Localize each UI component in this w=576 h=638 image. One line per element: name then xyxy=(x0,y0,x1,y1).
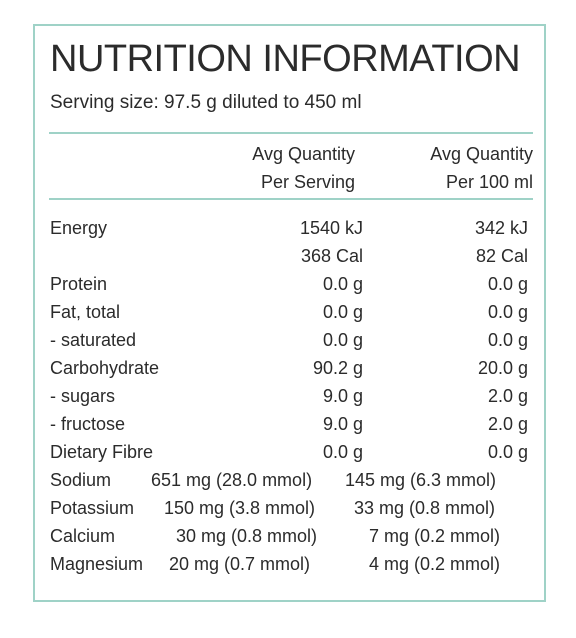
row-value-per100: 145 mg (6.3 mmol) xyxy=(345,470,497,490)
row-label: - sugars xyxy=(50,386,116,406)
table-row: Energy 1540 kJ 342 kJ xyxy=(50,214,534,242)
row-label: Dietary Fibre xyxy=(50,442,154,462)
row-value-per100: 0.0 g xyxy=(487,302,528,322)
row-value-serving: 0.0 g xyxy=(322,330,363,350)
row-value-per100: 0.0 g xyxy=(487,442,528,462)
table-row: - saturated 0.0 g 0.0 g xyxy=(50,326,534,354)
row-value-serving: 9.0 g xyxy=(322,414,363,434)
col-header-per-100-line2: Per 100 ml xyxy=(445,172,533,192)
panel-title: NUTRITION INFORMATION xyxy=(50,38,521,80)
row-label: - fructose xyxy=(50,414,126,434)
table-row: - sugars 9.0 g 2.0 g xyxy=(50,382,534,410)
row-label: Magnesium xyxy=(50,554,144,574)
row-label: Fat, total xyxy=(50,302,121,322)
table-row: Protein 0.0 g 0.0 g xyxy=(50,270,534,298)
divider-header xyxy=(49,198,533,200)
col-header-per-serving-line2: Per Serving xyxy=(260,172,355,192)
row-value-per100: 20.0 g xyxy=(477,358,528,378)
row-value-per100: 4 mg (0.2 mmol) xyxy=(369,554,501,574)
serving-size: Serving size: 97.5 g diluted to 450 ml xyxy=(50,92,362,113)
table-row: - fructose 9.0 g 2.0 g xyxy=(50,410,534,438)
row-value-serving: 20 mg (0.7 mmol) xyxy=(169,554,311,574)
row-value-per100: 2.0 g xyxy=(487,386,528,406)
table-row: 368 Cal 82 Cal xyxy=(50,242,534,270)
row-value-serving: 651 mg (28.0 mmol) xyxy=(151,470,313,490)
nutrition-panel: NUTRITION INFORMATION Serving size: 97.5… xyxy=(33,24,546,602)
col-header-per-100-line1: Avg Quantity xyxy=(430,144,533,164)
row-label: Potassium xyxy=(50,498,135,518)
row-value-per100: 0.0 g xyxy=(487,274,528,294)
row-value-serving: 30 mg (0.8 mmol) xyxy=(176,526,318,546)
row-value-per100: 0.0 g xyxy=(487,330,528,350)
row-value-serving: 0.0 g xyxy=(322,302,363,322)
table-row: Fat, total 0.0 g 0.0 g xyxy=(50,298,534,326)
row-value-serving: 90.2 g xyxy=(312,358,363,378)
row-value-serving: 0.0 g xyxy=(322,442,363,462)
row-value-per100: 7 mg (0.2 mmol) xyxy=(369,526,501,546)
row-label: Protein xyxy=(50,274,108,294)
row-value-per100: 2.0 g xyxy=(487,414,528,434)
row-value-per100: 82 Cal xyxy=(475,246,528,266)
row-label: Calcium xyxy=(50,526,116,546)
row-value-per100: 33 mg (0.8 mmol) xyxy=(354,498,496,518)
row-label: Carbohydrate xyxy=(50,358,160,378)
row-value-serving: 0.0 g xyxy=(322,274,363,294)
row-label: Energy xyxy=(50,218,108,238)
table-row: Dietary Fibre 0.0 g 0.0 g xyxy=(50,438,534,466)
table-row: Carbohydrate 90.2 g 20.0 g xyxy=(50,354,534,382)
row-value-serving: 368 Cal xyxy=(300,246,363,266)
row-label: Sodium xyxy=(50,470,112,490)
row-value-serving: 150 mg (3.8 mmol) xyxy=(164,498,316,518)
divider-top xyxy=(49,132,533,134)
row-label: - saturated xyxy=(50,330,137,350)
row-value-per100: 342 kJ xyxy=(474,218,528,238)
row-value-serving: 9.0 g xyxy=(322,386,363,406)
row-value-serving: 1540 kJ xyxy=(299,218,363,238)
col-header-per-serving-line1: Avg Quantity xyxy=(252,144,355,164)
